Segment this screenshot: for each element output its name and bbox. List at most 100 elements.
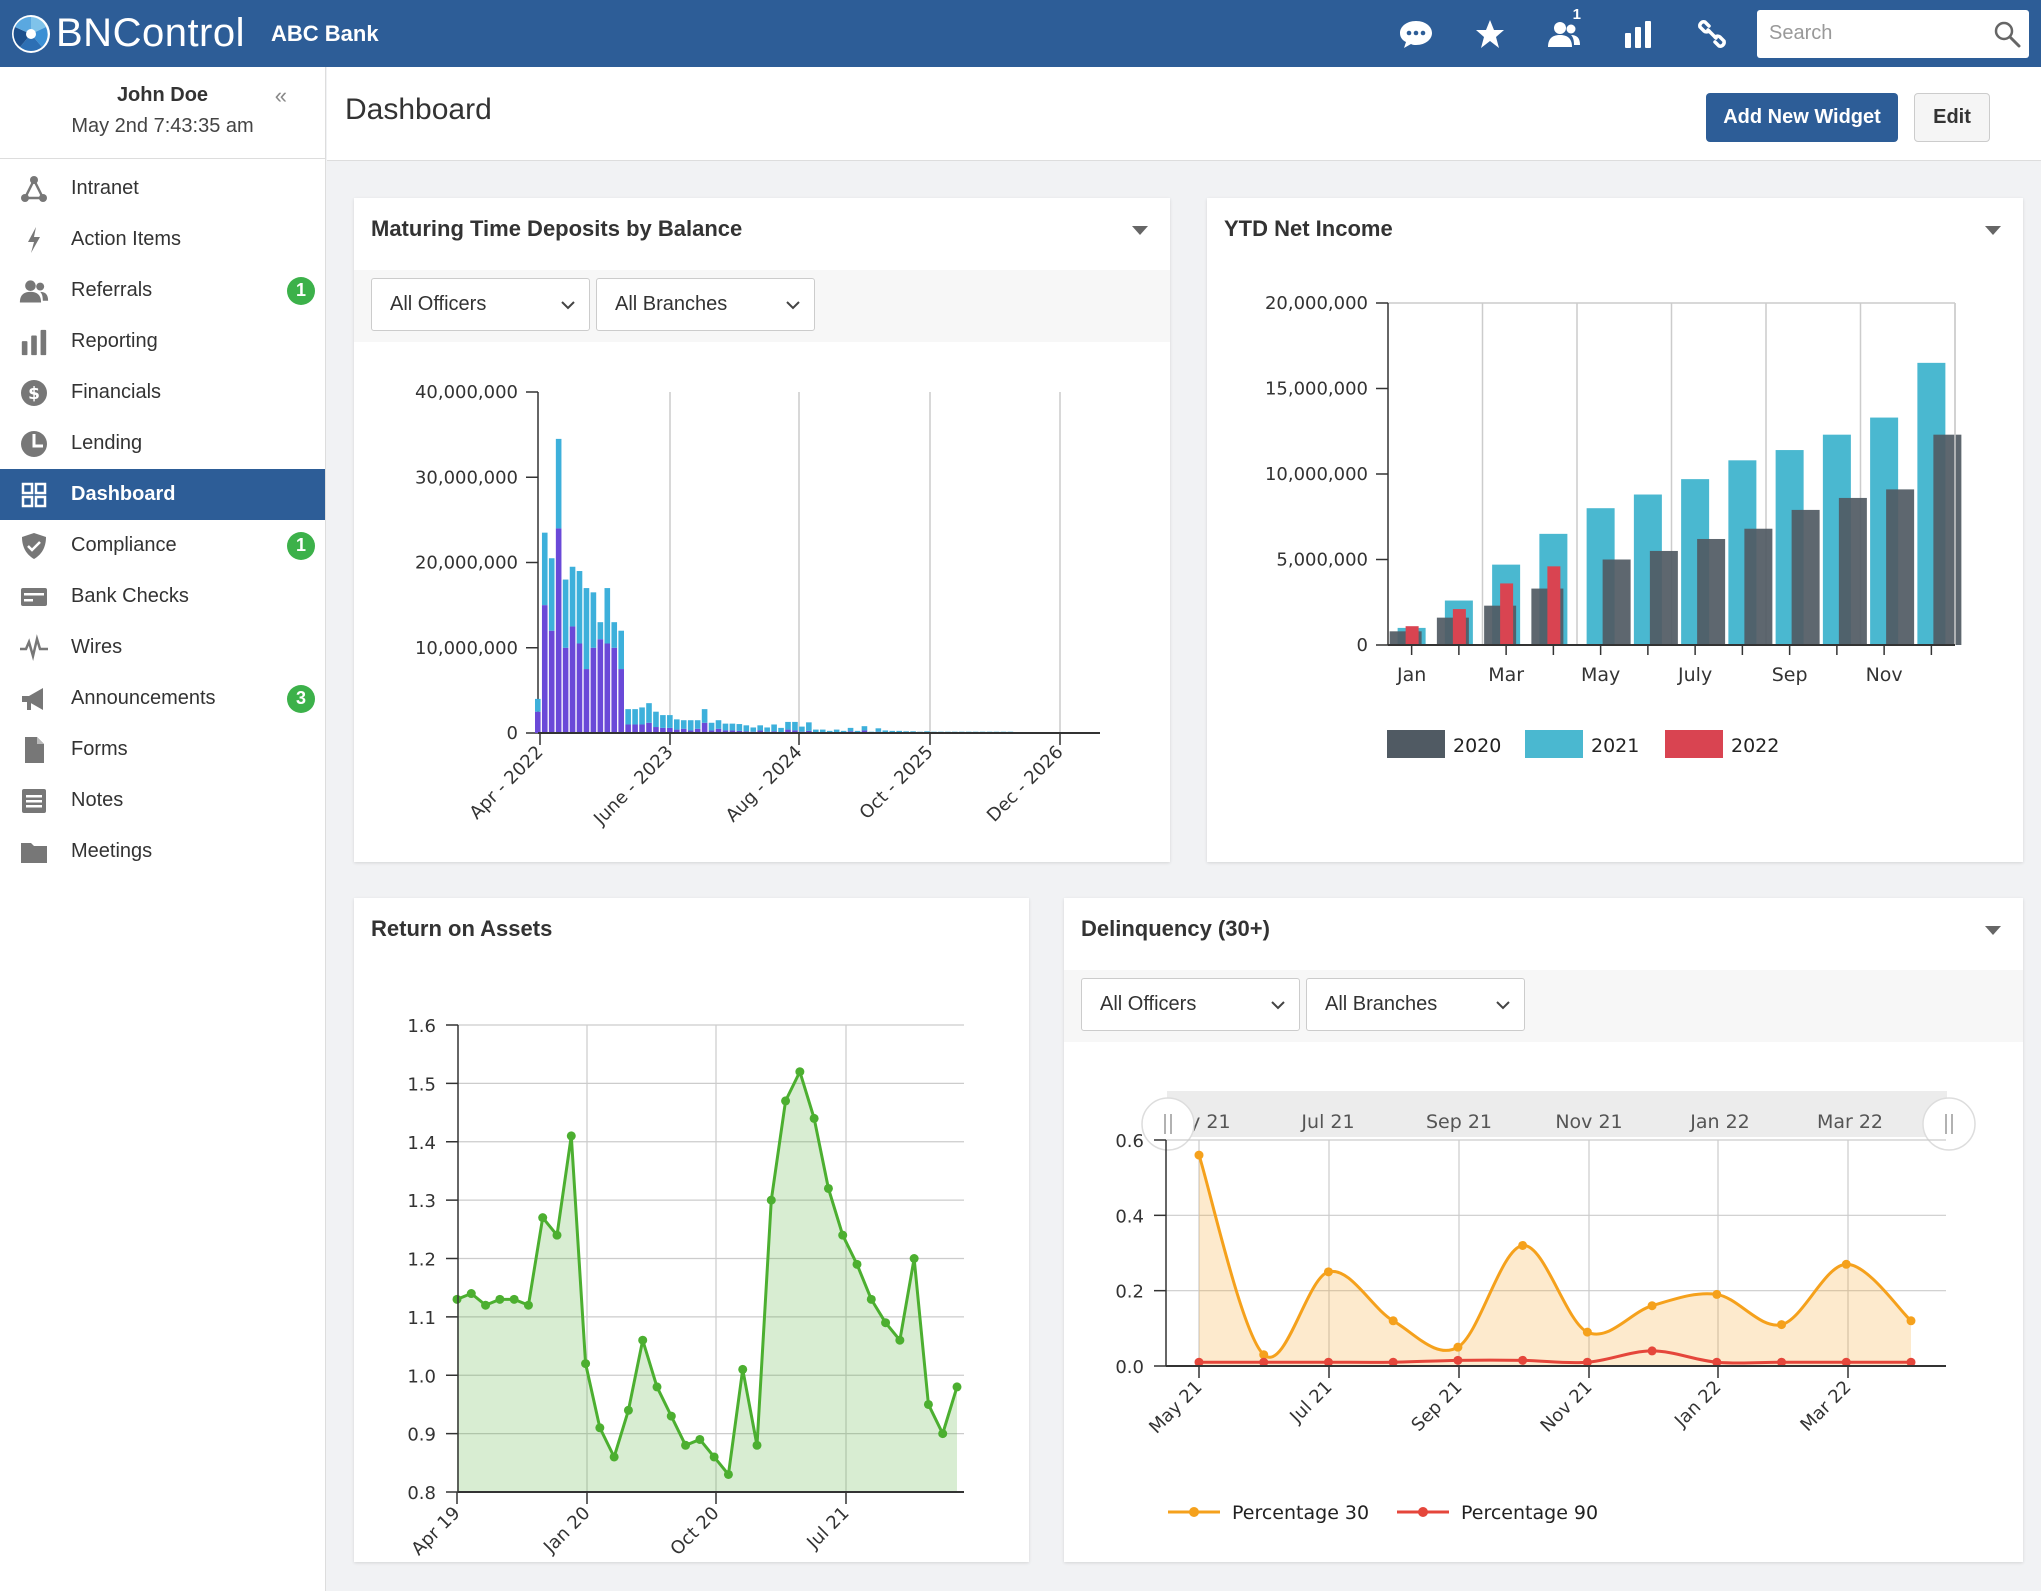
sidebar-item-referrals[interactable]: Referrals 1 (0, 265, 325, 316)
bar (562, 647, 569, 733)
edit-button[interactable]: Edit (1914, 93, 1990, 142)
area-fill (457, 1071, 957, 1492)
sidebar-item-action-items[interactable]: Action Items (0, 214, 325, 265)
search-box[interactable] (1757, 9, 2029, 58)
branch-select[interactable]: All Branches (1306, 978, 1525, 1031)
handle-knob (1141, 1097, 1195, 1151)
bar (750, 727, 757, 732)
sidebar-item-wires[interactable]: Wires (0, 622, 325, 673)
sidebar-item-announcements[interactable]: Announcements 3 (0, 673, 325, 724)
bar (535, 698, 541, 712)
sidebar-item-notes[interactable]: Notes (0, 775, 325, 826)
add-widget-button[interactable]: Add New Widget (1706, 93, 1898, 142)
data-point (838, 1230, 848, 1240)
delinquency-chart: ay 21 Jul 21 Sep 21 Nov 21 Jan 22 Mar 220.00.… (1115, 1091, 1976, 1524)
data-point (1323, 1357, 1333, 1367)
chevron-down-icon (1496, 1001, 1510, 1010)
bar (604, 588, 611, 644)
bar (896, 730, 902, 733)
sidebar-nav: Intranet Action Items Referrals 1 Reporting $… (0, 163, 325, 877)
bar-2022 (1500, 583, 1514, 645)
navigator-handle-left[interactable] (1141, 1097, 1195, 1151)
bar (847, 727, 854, 732)
y-tick-label: 1.1 (407, 1308, 436, 1329)
data-point (1453, 1342, 1463, 1352)
sidebar-item-label: Bank Checks (71, 585, 189, 607)
sidebar-item-forms[interactable]: Forms (0, 724, 325, 775)
widget-net-income: YTD Net Income 0 5,000,000 10,000,000 15,00… (1207, 198, 2023, 862)
bar (722, 730, 729, 733)
bar-2020 (1838, 497, 1867, 645)
data-point (1518, 1355, 1528, 1365)
data-point (1194, 1150, 1204, 1160)
bar (660, 715, 666, 728)
sidebar-item-dashboard[interactable]: Dashboard (0, 469, 325, 520)
data-point (923, 1399, 933, 1409)
sidebar-item-compliance[interactable]: Compliance 1 (0, 520, 325, 571)
page-title: Dashboard (345, 93, 492, 126)
users-icon[interactable]: 1 (1527, 0, 1601, 67)
sidebar-item-lending[interactable]: Lending (0, 418, 325, 469)
bar (910, 731, 916, 733)
app-logo[interactable]: BNControl (12, 11, 245, 56)
users-count: 1 (1572, 6, 1581, 23)
bar (792, 730, 798, 733)
widget-delinquency: Delinquency (30+) All Officers All Branc… (1064, 898, 2023, 1562)
x-tick-label: Apr 19 (407, 1503, 464, 1560)
sidebar-item-financials[interactable]: $ Financials (0, 367, 325, 418)
x-tick-label: Jul 21 (1285, 1377, 1336, 1428)
star-icon[interactable] (1453, 0, 1527, 67)
user-time: May 2nd 7:43:35 am (71, 115, 254, 137)
branch-select[interactable]: All Branches (596, 278, 815, 331)
data-point (1906, 1357, 1916, 1367)
bar (548, 558, 555, 631)
bar (736, 724, 743, 731)
search-input[interactable] (1757, 22, 1977, 45)
bar (743, 725, 750, 732)
shield-icon (17, 529, 51, 563)
area-fill (1199, 1155, 1911, 1366)
data-point (723, 1469, 733, 1479)
sidebar-item-bank-checks[interactable]: Bank Checks (0, 571, 325, 622)
bar (792, 721, 798, 731)
series-line (1198, 1349, 1911, 1365)
bar-2022 (1405, 626, 1419, 645)
sidebar-item-meetings[interactable]: Meetings (0, 826, 325, 877)
x-tick-label: Nov (1866, 664, 1903, 686)
handle-knob (1922, 1097, 1976, 1151)
data-point (695, 1434, 705, 1444)
bar (632, 709, 638, 725)
users-icon (17, 274, 51, 308)
widget-menu-caret-icon[interactable] (1132, 226, 1148, 235)
bar (618, 669, 624, 733)
y-tick-label: 1.3 (407, 1191, 436, 1212)
bar (771, 724, 777, 732)
data-point (523, 1300, 533, 1310)
officer-select[interactable]: All Officers (1081, 978, 1300, 1031)
search-icon[interactable] (1993, 20, 2021, 48)
bar (611, 622, 618, 648)
bar (819, 729, 826, 733)
y-tick-label: 0.4 (1115, 1206, 1144, 1227)
officer-select[interactable]: All Officers (371, 278, 590, 331)
sidebar-item-label: Dashboard (71, 483, 176, 505)
widget-menu-caret-icon[interactable] (1985, 226, 2001, 235)
link-icon[interactable] (1675, 0, 1749, 67)
data-point (495, 1294, 505, 1304)
sidebar-item-label: Reporting (71, 330, 158, 352)
megaphone-icon (17, 682, 51, 716)
bar (785, 729, 791, 733)
user-name: John Doe (116, 84, 209, 106)
data-point (1841, 1259, 1851, 1269)
sidebar-item-intranet[interactable]: Intranet (0, 163, 325, 214)
x-tick-label: Apr - 2022 (466, 742, 548, 824)
chat-icon[interactable] (1379, 0, 1453, 67)
bar-chart-icon[interactable] (1601, 0, 1675, 67)
collapse-sidebar-icon[interactable]: « (274, 83, 287, 108)
x-tick-label: Dec - 2026 (983, 742, 1068, 827)
x-tick-label: Sep 21 (1407, 1377, 1466, 1436)
y-tick-label: 0 (507, 723, 518, 744)
sidebar-item-reporting[interactable]: Reporting (0, 316, 325, 367)
navigator-handle-right[interactable] (1922, 1097, 1976, 1151)
widget-menu-caret-icon[interactable] (1985, 926, 2001, 935)
